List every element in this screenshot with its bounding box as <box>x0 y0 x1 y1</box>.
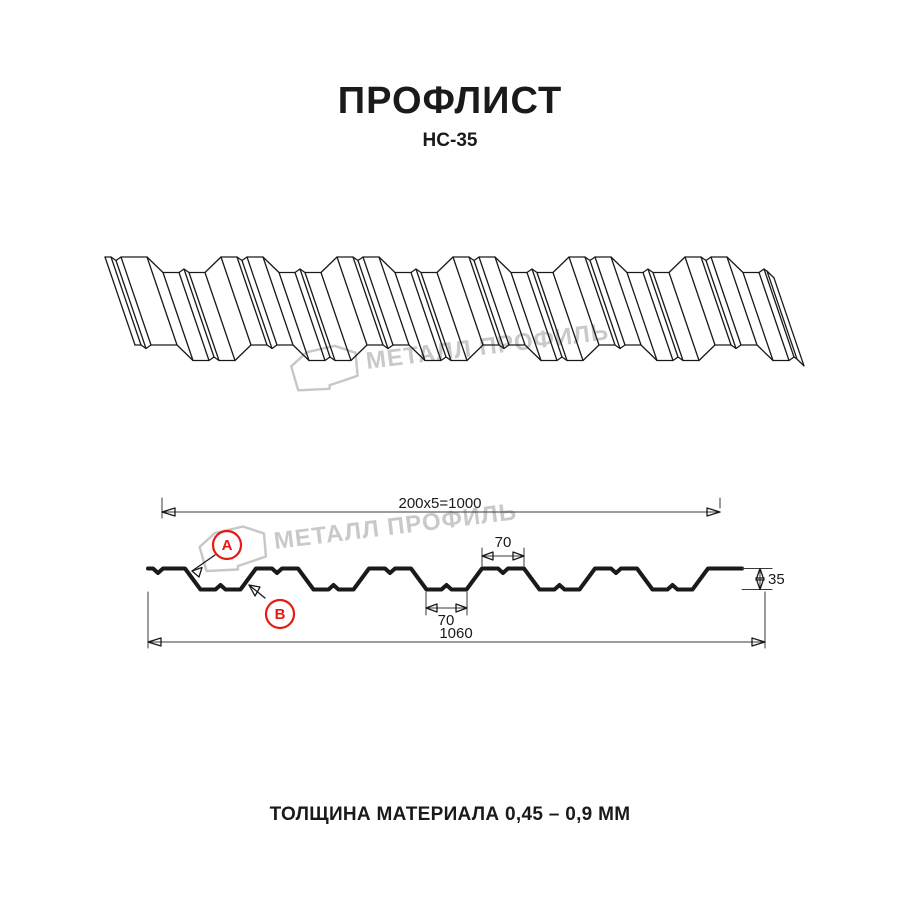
svg-text:МЕТАЛЛ ПРОФИЛЬ: МЕТАЛЛ ПРОФИЛЬ <box>364 318 610 375</box>
svg-text:1060: 1060 <box>439 625 472 642</box>
svg-text:70: 70 <box>495 534 512 551</box>
svg-text:B: B <box>275 606 286 623</box>
svg-text:A: A <box>222 537 233 554</box>
svg-text:35: 35 <box>768 571 785 588</box>
svg-text:МЕТАЛЛ ПРОФИЛЬ: МЕТАЛЛ ПРОФИЛЬ <box>272 498 518 555</box>
svg-text:200x5=1000: 200x5=1000 <box>399 495 482 512</box>
